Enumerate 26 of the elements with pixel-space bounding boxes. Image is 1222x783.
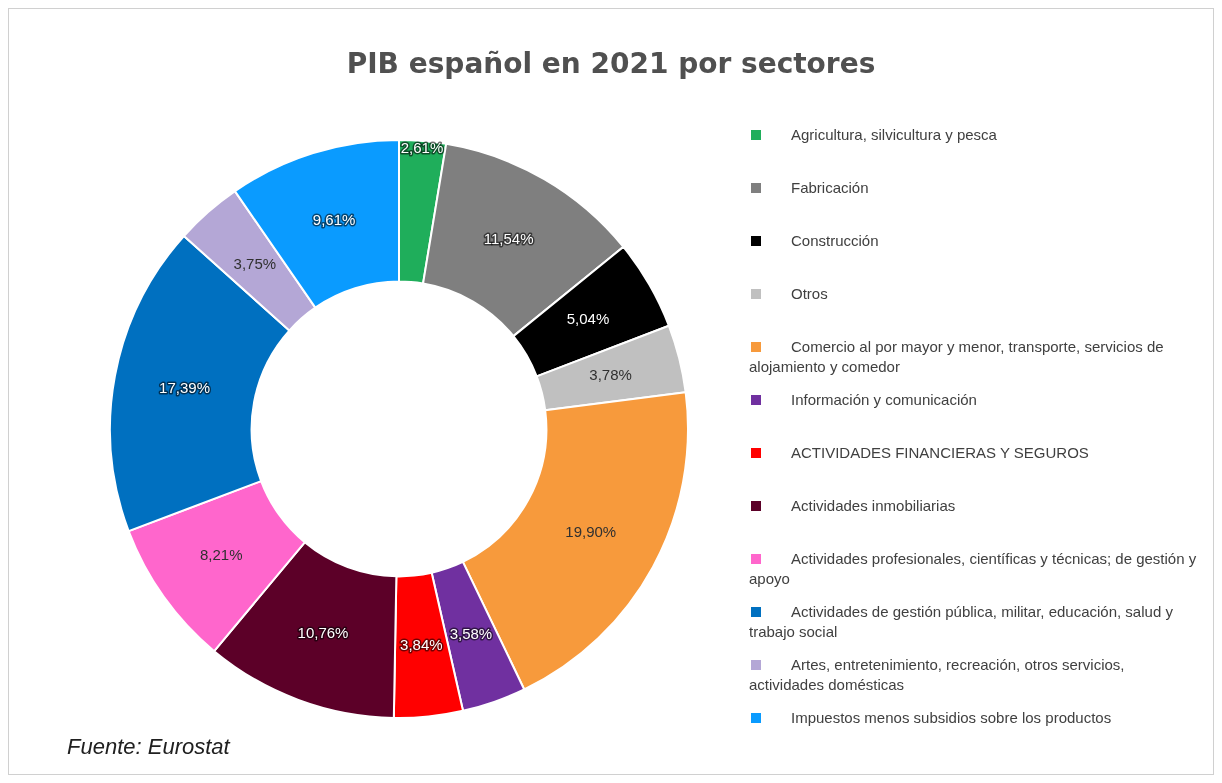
data-label: 8,21% <box>200 545 243 563</box>
data-label: 3,84% <box>400 636 443 654</box>
legend-label: Actividades profesionales, científicas y técnicas; de gestión y apoyo <box>749 550 1197 587</box>
legend-label: Agricultura, silvicultura y pesca <box>791 126 997 143</box>
legend-label: Artes, entretenimiento, recreación, otros servicios, actividades domésticas <box>749 656 1125 693</box>
data-label: 3,78% <box>589 365 632 383</box>
legend-label: Fabricación <box>791 179 869 196</box>
data-label: 17,39% <box>159 378 210 396</box>
data-label: 9,61% <box>312 210 356 228</box>
legend-label: Impuestos menos subsidios sobre los productos <box>791 709 1112 726</box>
data-label: 11,54% <box>483 230 534 248</box>
chart-title: PIB español en 2021 por sectores <box>345 47 877 80</box>
data-label: 5,04% <box>566 310 610 328</box>
legend-label: Información y comunicación <box>791 391 977 408</box>
data-label: 10,76% <box>297 623 349 641</box>
legend-label: Actividades de gestión pública, militar, educación, salud y trabajo social <box>749 603 1173 640</box>
data-label: 2,61% <box>400 139 444 157</box>
legend-label: ACTIVIDADES FINANCIERAS Y SEGUROS <box>791 444 1089 461</box>
data-label: 3,75% <box>233 255 277 273</box>
data-label: 19,90% <box>565 523 617 541</box>
legend-label: Construcción <box>791 232 879 249</box>
source-note: Fuente: Eurostat <box>67 734 230 760</box>
legend-label: Otros <box>791 285 828 302</box>
data-label: 3,58% <box>449 625 493 643</box>
legend-label: Actividades inmobiliarias <box>791 497 956 514</box>
legend-label: Comercio al por mayor y menor, transporte, servicios de alojamiento y comedor <box>749 338 1164 375</box>
